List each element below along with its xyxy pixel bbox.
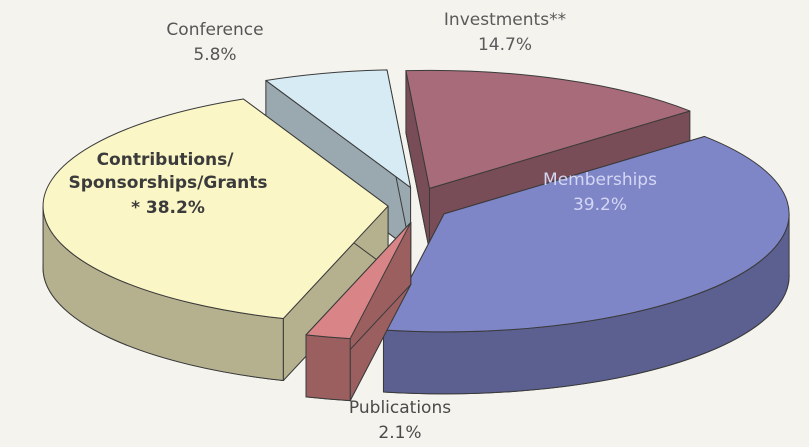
slice (305, 221, 412, 402)
slice-label: Publications (349, 398, 451, 418)
slice-label: Memberships (543, 170, 657, 190)
slice-outer-side (305, 334, 351, 402)
value-label: 2.1% (378, 423, 421, 443)
pie-slice (42, 98, 389, 320)
slice (42, 98, 389, 382)
value-label: 5.8% (193, 45, 236, 65)
value-label: * 38.2% (131, 198, 205, 218)
slice-label: Investments** (444, 10, 566, 30)
pie-slice (405, 69, 691, 189)
pie-slice (382, 135, 790, 333)
value-label: 39.2% (573, 195, 627, 215)
label-line: Sponsorships/Grants (68, 173, 267, 193)
value-label: 14.7% (478, 35, 532, 55)
slice (382, 135, 790, 395)
slice-label: Contributions/ Sponsorships/Grants (68, 150, 267, 193)
pie-slice (265, 69, 412, 189)
slice-label: Conference (166, 20, 263, 40)
label-line: Contributions/ (97, 150, 240, 170)
pie-slice (305, 221, 412, 340)
